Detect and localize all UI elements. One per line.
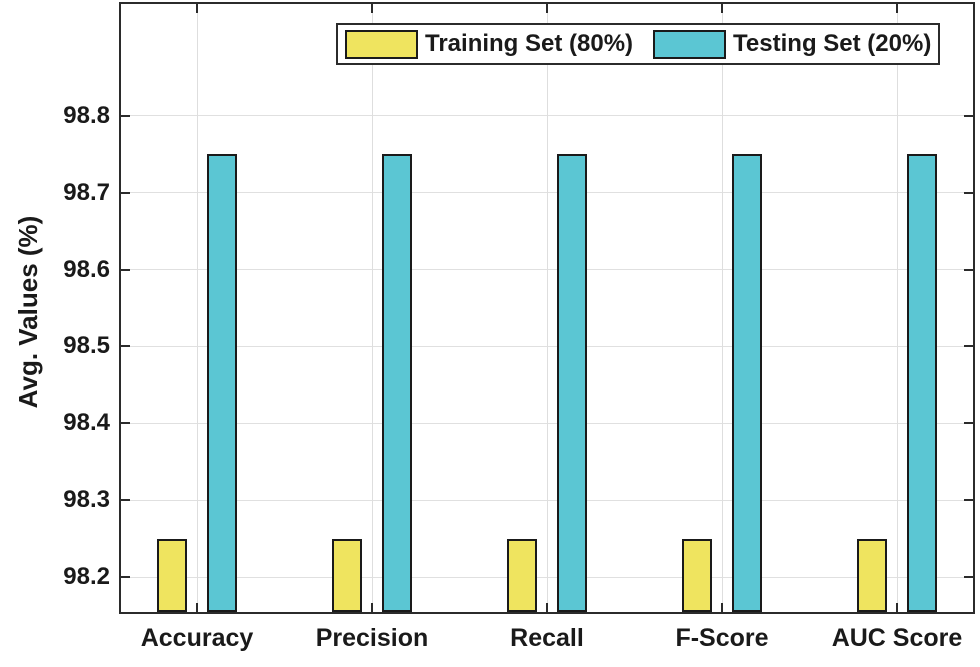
bar <box>682 538 712 612</box>
x-tick-mark <box>896 603 898 612</box>
bar <box>382 154 412 612</box>
legend-item: Training Set (80%) <box>345 29 634 59</box>
y-tick-label: 98.5 <box>63 332 110 360</box>
y-tick-mark <box>964 268 973 271</box>
x-tick-mark <box>196 4 198 13</box>
legend-swatch <box>345 29 418 59</box>
legend-swatch <box>653 29 727 59</box>
y-tick-mark <box>121 576 130 579</box>
y-tick-label: 98.6 <box>63 255 110 283</box>
bar-layer <box>121 4 973 612</box>
y-tick-label: 98.7 <box>63 178 110 206</box>
gridline-vertical <box>196 4 198 612</box>
legend-label: Testing Set (20%) <box>733 30 932 57</box>
gridline-vertical <box>546 4 548 612</box>
y-tick-mark <box>121 191 130 194</box>
bar <box>207 154 237 612</box>
x-category-label: F-Score <box>675 624 769 652</box>
x-tick-mark <box>196 603 198 612</box>
y-tick-mark <box>964 191 973 194</box>
bar <box>732 154 762 612</box>
grid-layer <box>121 4 973 612</box>
bar <box>907 154 937 612</box>
x-category-label: Precision <box>315 624 429 652</box>
y-tick-mark <box>121 268 130 271</box>
legend: Training Set (80%) Testing Set (20%) <box>336 23 941 65</box>
y-tick-label: 98.3 <box>63 486 110 514</box>
x-tick-mark <box>546 603 548 612</box>
x-tick-mark <box>371 603 373 612</box>
plot-area: Training Set (80%) Testing Set (20%) <box>119 2 975 614</box>
y-tick-mark <box>964 576 973 579</box>
x-category-label: Recall <box>510 624 584 652</box>
gridline-vertical <box>721 4 723 612</box>
x-category-label: AUC Score <box>831 624 963 652</box>
y-tick-mark <box>121 422 130 425</box>
y-tick-mark <box>121 345 130 348</box>
x-tick-mark <box>721 603 723 612</box>
bar <box>507 538 537 612</box>
x-tick-mark <box>896 4 898 13</box>
x-tick-mark <box>546 4 548 13</box>
y-tick-mark <box>964 114 973 117</box>
bar <box>557 154 587 612</box>
bar <box>332 538 362 612</box>
y-tick-mark <box>964 345 973 348</box>
y-tick-mark <box>121 114 130 117</box>
y-tick-label: 98.8 <box>63 101 110 129</box>
y-tick-mark <box>964 499 973 502</box>
y-tick-label: 98.4 <box>63 409 110 437</box>
x-category-label: Accuracy <box>140 624 254 652</box>
y-tick-mark <box>121 499 130 502</box>
legend-label: Training Set (80%) <box>425 30 634 57</box>
y-tick-label: 98.2 <box>63 563 110 591</box>
bar <box>157 538 187 612</box>
gridline-vertical <box>371 4 373 612</box>
y-tick-mark <box>964 422 973 425</box>
bar <box>857 538 887 612</box>
legend-item: Testing Set (20%) <box>653 29 932 59</box>
x-tick-mark <box>371 4 373 13</box>
x-tick-mark <box>721 4 723 13</box>
tick-layer <box>121 4 973 612</box>
gridline-vertical <box>896 4 898 612</box>
